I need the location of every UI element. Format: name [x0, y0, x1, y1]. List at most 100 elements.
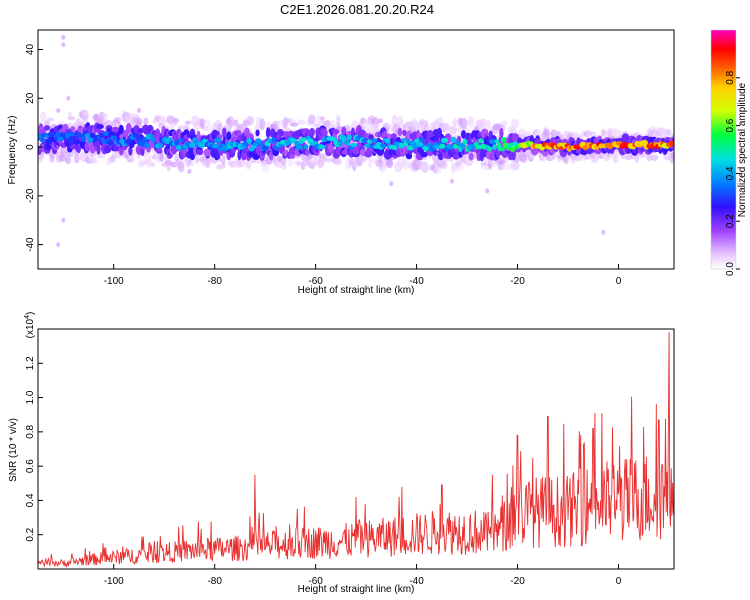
spectrogram-cell: [69, 144, 77, 150]
spectrogram-cell: [40, 111, 47, 122]
colorbar-label: Normalized spectral amplitude: [737, 82, 748, 217]
snr-x-tick-label: -20: [510, 576, 525, 587]
spectrogram-cell: [128, 146, 133, 156]
colorbar-ticks: 0.0 0.2 0.4 0.6 0.8: [725, 70, 740, 276]
spectrogram-peak: [398, 142, 405, 149]
snr-panel: -100 -80 -60 -40 -20 0 0.2 0.4 0.6 0.8 1.0 1.2 Hei…: [8, 312, 675, 595]
spectrogram-peak: [174, 139, 180, 146]
spectrogram-cell: [513, 160, 520, 170]
spectrogram-frame: [37, 29, 675, 270]
spectrogram-outlier: [485, 188, 490, 194]
spectrogram-cell: [177, 125, 185, 130]
spectrogram-cell: [307, 114, 316, 125]
spectrogram-cell: [421, 161, 429, 173]
snr-x-tick-label: -40: [409, 576, 424, 587]
spectrogram-peak: [103, 131, 109, 136]
spectrogram-cell: [401, 158, 410, 170]
spectrogram-cell: [486, 119, 491, 131]
spectrogram-cell: [467, 116, 474, 128]
colorbar-tick-label: 0.0: [725, 262, 736, 276]
spectrogram-y-ticks: -40 -20 0 20 40: [25, 44, 43, 252]
spectrogram-cell: [397, 127, 403, 137]
spectrogram-cell: [82, 115, 89, 120]
spectrogram-peak: [419, 137, 425, 143]
spectrogram-peak: [344, 139, 350, 146]
spectrogram-cell: [468, 152, 474, 161]
spectrogram-cell: [196, 147, 204, 156]
spectrogram-cell: [390, 133, 397, 140]
spectrogram-peak: [492, 144, 497, 150]
snr-x-tick-label: -60: [308, 576, 323, 587]
spectrogram-outlier: [601, 229, 606, 235]
snr-x-tick-label: -100: [104, 576, 124, 587]
spectrogram-cell: [185, 120, 191, 125]
spectrogram-cell: [203, 119, 212, 129]
spectrogram-y-tick-label: -20: [25, 188, 36, 203]
spectrogram-cell: [467, 137, 472, 147]
colorbar: 0.0 0.2 0.4 0.6 0.8 Normalized spectral ampl…: [710, 29, 748, 276]
spectrogram-cell: [96, 123, 104, 130]
spectrogram-outlier: [61, 34, 66, 40]
spectrogram-peak: [509, 146, 516, 153]
spectrogram-peak: [261, 144, 269, 151]
spectrogram-x-tick-label: -60: [308, 276, 323, 287]
spectrogram-cell: [437, 151, 444, 161]
snr-y-tick-label: 0.2: [25, 527, 36, 541]
spectrogram-outlier: [389, 181, 394, 187]
spectrogram-x-axis-label: Height of straight line (km): [298, 285, 415, 296]
spectrogram-cell: [92, 113, 101, 121]
spectrogram-cell: [321, 153, 328, 164]
spectrogram-outlier: [56, 242, 61, 248]
spectrogram-cell: [313, 123, 321, 128]
snr-y-tick-label: 0.6: [25, 459, 36, 473]
spectrogram-cell: [442, 122, 450, 133]
spectrogram-cell: [203, 148, 212, 157]
spectrogram-peak: [135, 134, 141, 141]
snr-y-ticks: 0.2 0.4 0.6 0.8 1.0 1.2: [25, 356, 43, 542]
spectrogram-peak: [81, 136, 86, 143]
spectrogram-cell: [328, 142, 333, 153]
spectrogram-cell: [150, 162, 155, 167]
spectrogram-peak: [294, 141, 300, 146]
spectrogram-cell: [305, 149, 310, 156]
spectrogram-cell: [265, 127, 271, 139]
spectrogram-outlier: [449, 178, 454, 184]
spectrogram-x-ticks: -100 -80 -60 -40 -20 0: [104, 264, 622, 287]
spectrogram-peak: [139, 141, 146, 147]
spectrogram-peak: [55, 131, 62, 138]
spectrogram-x-tick-label: -80: [207, 276, 222, 287]
spectrogram-peak: [151, 137, 157, 143]
spectrogram-cell: [146, 157, 153, 168]
spectrogram-peak: [448, 144, 455, 150]
spectrogram-outlier: [187, 168, 192, 174]
spectrogram-peak: [255, 138, 262, 143]
spectrogram-cell: [65, 156, 72, 164]
spectrogram-cell: [177, 161, 185, 173]
spectrogram-peak: [213, 137, 222, 144]
spectrogram-cell: [217, 123, 223, 135]
spectrogram-peak: [246, 138, 252, 144]
spectrogram-peak: [426, 142, 431, 148]
spectrogram-peak: [337, 140, 343, 147]
snr-x-tick-label: 0: [616, 576, 622, 587]
spectrogram-cell: [264, 120, 271, 130]
spectrogram-cell: [244, 157, 252, 170]
spectrogram-peak: [98, 132, 105, 139]
spectrogram-cell: [378, 118, 384, 124]
spectrogram-cell: [320, 129, 328, 137]
spectrogram-cell: [70, 126, 76, 132]
spectrogram-cell: [280, 162, 287, 171]
spectrogram-cell: [143, 117, 149, 127]
spectrogram-cell: [499, 128, 504, 139]
spectrogram-cell: [49, 155, 55, 163]
spectrogram-outlier: [61, 217, 66, 223]
snr-frame: [37, 328, 675, 570]
spectrogram-peak: [511, 141, 519, 146]
spectrogram-peak: [189, 141, 196, 148]
spectrogram-peak: [364, 143, 371, 148]
spectrogram-cell: [74, 154, 80, 164]
spectrogram-peak: [303, 144, 309, 150]
spectrogram-cell: [456, 163, 464, 171]
spectrogram-peak: [494, 139, 500, 144]
